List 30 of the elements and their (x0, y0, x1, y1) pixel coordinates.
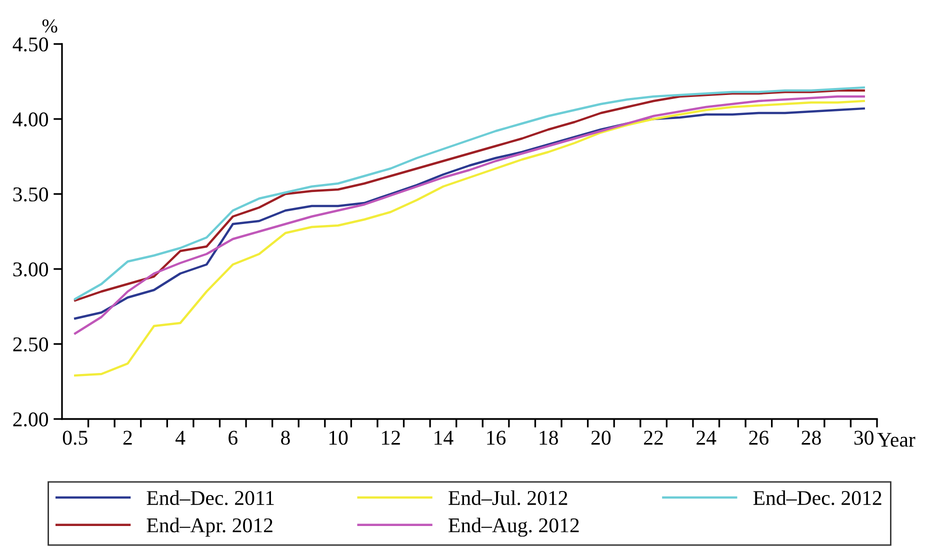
y-tick-label: 3.00 (13, 262, 48, 277)
x-tick-label: 2 (123, 430, 132, 445)
x-tick-label: 10 (329, 430, 348, 445)
x-tick-label: 24 (696, 430, 716, 445)
x-tick-label: 14 (434, 430, 454, 445)
x-tick-label: 6 (228, 430, 238, 445)
x-tick-label: 22 (644, 430, 663, 445)
x-tick-label: 20 (591, 430, 611, 445)
y-tick-label: 2.50 (13, 337, 48, 352)
x-tick-label: 8 (281, 430, 290, 445)
legend-label: End–Apr. 2012 (146, 518, 272, 537)
x-tick-label: 16 (487, 430, 506, 445)
x-axis-title: Year (877, 432, 916, 447)
legend-label: End–Aug. 2012 (448, 518, 579, 537)
x-tick-label: 30 (854, 430, 874, 445)
y-tick-label: 4.00 (12, 112, 48, 127)
x-tick-label: 28 (802, 430, 821, 445)
legend-label: End–Dec. 2012 (753, 490, 882, 506)
y-tick-label: 4.50 (12, 37, 48, 52)
legend-label: End–Jul. 2012 (448, 490, 568, 506)
y-axis-title: % (42, 19, 58, 33)
y-tick-label: 2.00 (13, 412, 48, 427)
x-tick-label: 4 (176, 430, 186, 445)
x-tick-label: 0.5 (62, 430, 88, 445)
x-tick-label: 26 (749, 430, 768, 445)
x-tick-label: 18 (540, 430, 558, 445)
legend-label: End–Dec. 2011 (146, 490, 274, 506)
line-series (74, 100, 865, 377)
y-tick-label: 3.50 (13, 187, 48, 202)
x-tick-label: 12 (382, 430, 400, 445)
